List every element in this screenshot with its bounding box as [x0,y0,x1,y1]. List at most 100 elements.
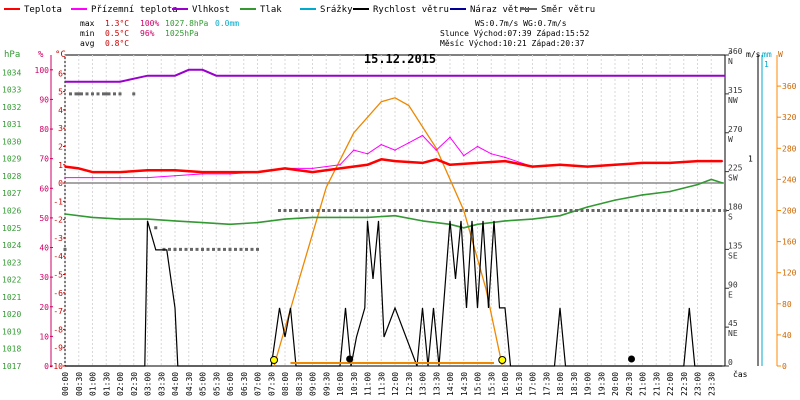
wind-dir-dot [355,209,358,212]
pressure-series-point [256,221,259,224]
wind-dir-dot [646,209,650,212]
dew-series-point [366,152,369,155]
wind-dir-dot [437,209,441,212]
dir-compass-label: NE [728,329,738,338]
wind-dir-dot [569,209,573,212]
x-tick-label: 13:00 [419,372,428,396]
dir-compass-label: S [728,213,733,222]
temp-series-point [696,160,699,162]
dir-tick-label: 315 [728,86,743,95]
wind-dir-dot [690,209,694,212]
temp-series-point [380,158,383,161]
temp-series-point [284,167,286,170]
stat-temp: 0.5°C [105,29,129,38]
wind-dir-dot [228,247,232,251]
dew-series-point [352,149,355,151]
wind-dir-dot [179,247,182,251]
temp-series-point [435,158,438,161]
wind-dir-dot [377,209,380,212]
x-tick-label: 03:30 [157,372,166,396]
temp-tick-label: -8 [53,325,63,334]
temp-tick-label: 1 [58,161,63,170]
temp-series-point [449,163,451,166]
x-axis-label: čas [733,369,748,379]
wind-dir-dot [366,209,369,212]
wind-dir-dot [212,247,215,251]
wind-dir-dot [190,247,193,251]
x-tick-label: 15:00 [474,372,483,396]
dir-compass-label: E [728,290,733,299]
temp-tick-label: -6 [53,289,63,298]
x-tick-label: 20:00 [611,372,620,396]
wind-info: WS:0.7m/s WG:0.7m/s [475,19,567,28]
temp-series-point [476,162,479,164]
chart-title: 15.12.2015 [364,52,436,66]
wind-dir-dot [69,92,72,96]
wind-dir-dot [327,209,331,212]
pressure-series-point [531,218,534,220]
wind-dir-dot [91,92,94,96]
wind-dir-dot [498,209,501,212]
wind-dir-dot [432,209,435,212]
stat-hum: 100% [140,19,159,28]
x-tick-label: 06:30 [240,372,249,396]
press-tick-label: 1018 [2,345,21,354]
wind-dir-dot [536,209,540,212]
wind-dir-dot [503,209,507,212]
temp-series-point [721,160,724,162]
sun-marker [498,356,507,364]
dew-series-point [435,149,438,151]
temp-series-point [77,167,80,170]
press-unit: hPa [4,50,20,60]
legend-label: Teplota [24,5,62,15]
pressure-series-point [174,220,176,222]
wind-dir-dot [531,209,534,212]
x-tick-label: 14:00 [446,372,455,396]
wind-dir-dot [102,92,105,96]
stat-label: max [80,19,95,28]
x-tick-label: 22:30 [680,372,689,396]
wind-dir-dot [311,209,314,212]
pressure-series-point [64,213,66,215]
wind-dir-dot [657,209,661,212]
temp-series-point [119,171,121,173]
pressure-series-point [614,199,616,201]
x-tick-label: 03:00 [144,372,153,396]
wind-dir-dot [553,209,556,212]
wind-dir-dot [575,209,578,212]
wind-dir-dot [338,209,342,212]
x-tick-label: 09:00 [309,372,318,396]
wind-dir-dot [239,247,243,251]
x-tick-label: 14:30 [460,372,469,396]
wind-dir-dot [547,209,551,212]
dew-series-point [311,167,314,170]
pressure-series-point [721,182,724,184]
legend-label: Rychlost větru [373,5,449,15]
press-tick-label: 1026 [2,207,21,216]
wind-dir-dot [245,247,248,251]
dew-series-point [407,142,410,144]
hum-tick-label: 20 [39,303,49,312]
dew-series-point [462,154,465,157]
temp-tick-label: 5 [58,88,63,97]
wind-dir-dot [201,247,204,251]
wind-dir-dot [410,209,413,212]
x-tick-label: 19:30 [597,372,606,396]
wind-dir-dot [476,209,479,212]
wind-speed-series [65,220,723,367]
wind-dir-dot [685,209,688,212]
wind-dir-dot [514,209,518,212]
wind-dir-dot [294,209,298,212]
temp-tick-label: -9 [53,344,63,353]
temp-series-point [614,163,616,166]
wind-dir-dot [421,209,424,212]
wind-dir-dot [448,209,452,212]
temp-tick-label: 3 [58,124,63,133]
solar-unit: W [778,50,783,59]
pressure-series-point [201,221,204,224]
x-tick-label: 16:30 [515,372,524,396]
dir-tick-label: 45 [728,319,738,328]
wind-dir-dot [597,209,600,212]
